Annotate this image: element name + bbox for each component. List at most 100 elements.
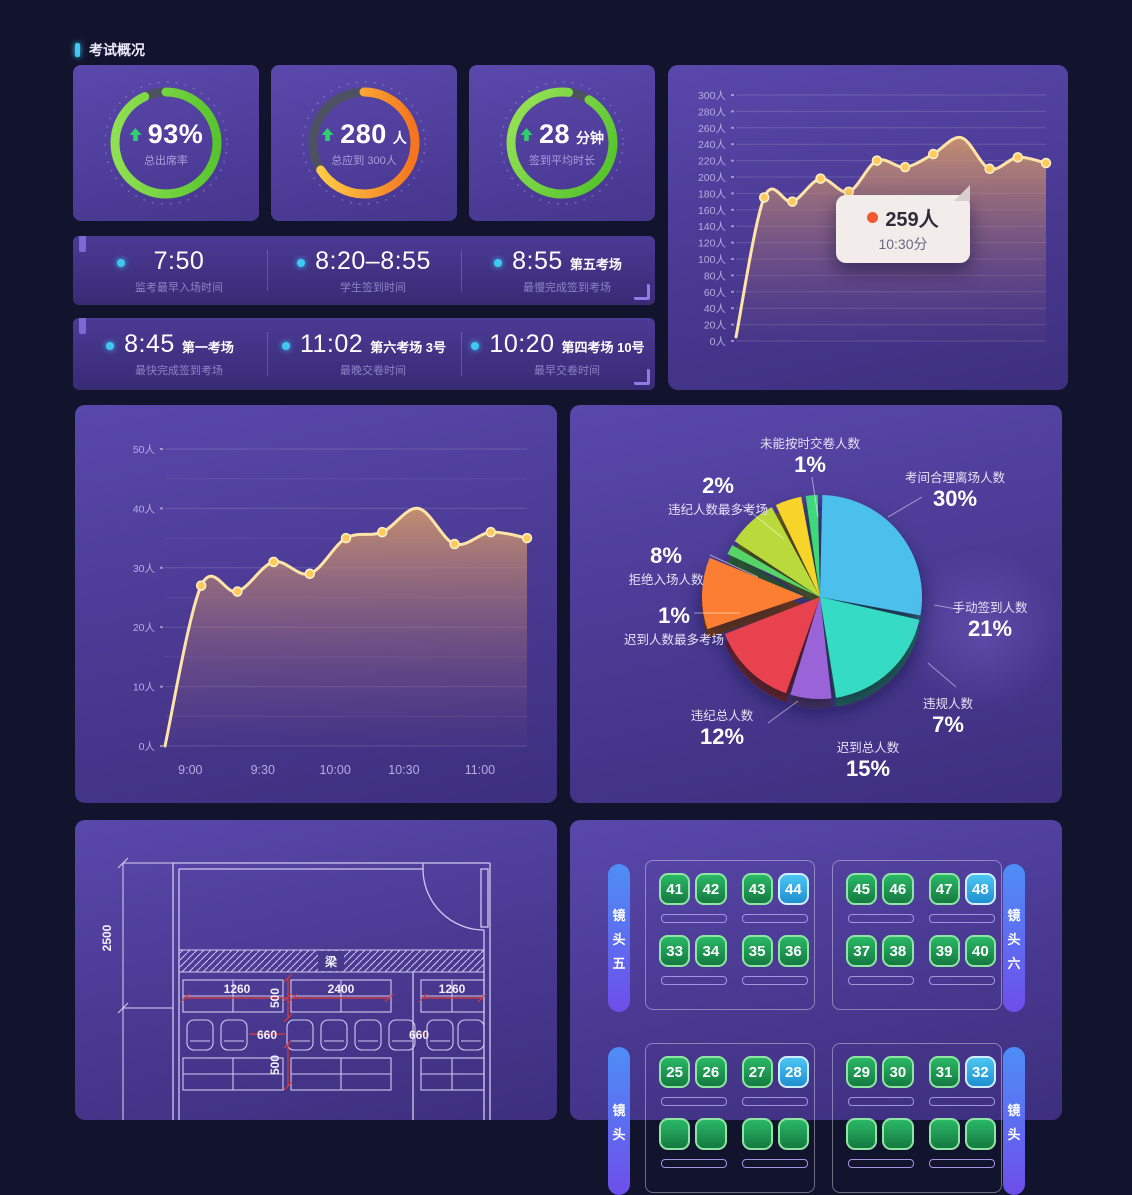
data-point[interactable] [899,161,911,173]
series-points[interactable] [195,526,533,597]
title-bullet-icon [75,43,80,57]
seat-tile[interactable]: 48 [964,873,996,905]
pie-slice[interactable] [820,597,920,698]
data-point[interactable] [984,163,995,175]
tooltip-value-line: 259人 [846,203,960,232]
seat-tile[interactable]: 38 [882,935,914,967]
tooltip-dot-icon [867,212,879,223]
gauge-unit: 分钟 [576,129,605,146]
seat-tile[interactable] [882,1118,914,1150]
seat-tile[interactable] [741,1118,773,1150]
pie-slice-name: 违纪总人数 [690,709,754,723]
arrow-up-icon [520,127,533,141]
pie-slice[interactable] [727,545,820,597]
pie-chart [694,476,963,724]
dim-center-label: 2400 [328,982,355,996]
seat-tile[interactable] [846,1118,878,1150]
seat-group: 29 30 31 32 [832,1043,1002,1193]
time-stat-label: 最快完成签到考场 [135,365,223,377]
dot-icon [494,258,503,267]
time-value: 8:20–8:55 [315,246,431,275]
gauge-card-2: 280 人总应到 300人 [271,65,457,221]
time-stat: 8:55 第五考场 最慢完成签到考场 [461,236,655,305]
data-point[interactable] [376,526,388,538]
seat-tile[interactable]: 44 [777,873,809,905]
seat-tile[interactable]: 36 [777,935,809,967]
data-point[interactable] [1040,157,1052,169]
dim-chair-left-label: 660 [257,1028,277,1042]
data-point[interactable] [758,192,770,203]
seat-tile[interactable]: 37 [846,935,878,967]
seat-tile[interactable]: 28 [777,1056,809,1088]
series-line [163,506,529,748]
pie-slice[interactable] [820,495,922,616]
data-point[interactable] [815,173,826,184]
seat-tile[interactable]: 47 [928,873,960,905]
seat-tile[interactable] [695,1118,727,1150]
desk [929,1159,995,1168]
data-point[interactable] [232,586,243,597]
x-tick-label: 9:30 [251,763,275,777]
seat-tile[interactable]: 33 [659,935,691,967]
seat-tile[interactable]: 45 [846,873,878,905]
pie-slice[interactable] [775,496,820,597]
seat-tile[interactable]: 39 [928,935,960,967]
seat-tile[interactable]: 29 [846,1056,878,1088]
time-stat: 10:20 第四考场 10号 最早交卷时间 [461,318,655,390]
seat-tile[interactable]: 35 [741,935,773,967]
svg-text:0人: 0人 [710,336,727,348]
pie-slice-pct: 1% [794,452,826,477]
svg-text:60人: 60人 [704,287,727,299]
seat-tile[interactable]: 27 [741,1056,773,1088]
pie-slice[interactable] [724,597,820,694]
time-stat-label: 最早交卷时间 [533,365,600,377]
gauge-tick-ring [302,81,426,205]
seat-tile[interactable]: 41 [659,873,691,905]
data-point[interactable] [485,526,497,538]
seat-tile[interactable]: 43 [741,873,773,905]
seat-tile[interactable]: 40 [964,935,996,967]
dimension-2500-lines [117,857,173,1120]
data-point[interactable] [928,148,939,160]
camera-label-bar: 镜头六 [1003,864,1025,1012]
seat-tile[interactable]: 31 [928,1056,960,1088]
gauge-ring [302,81,426,205]
camera-label-char: 头 [612,1126,626,1142]
x-tick-label: 10:00 [319,763,350,777]
data-point[interactable] [304,568,316,579]
tooltip-time: 10:30分 [878,236,928,252]
seat-tile[interactable] [928,1118,960,1150]
data-point[interactable] [449,538,460,550]
data-point[interactable] [268,556,279,568]
desks [182,979,485,1091]
pie-slice-label: 违纪总人数 12% [691,705,754,750]
arrow-up-icon [129,127,142,141]
series-points[interactable] [758,148,1052,207]
pie-slice[interactable] [734,507,820,597]
seat-tile[interactable]: 25 [659,1056,691,1088]
desk [929,976,995,985]
gauge-value: 280 [340,118,387,149]
seat-tile[interactable] [659,1118,691,1150]
data-point[interactable] [340,532,352,544]
pie-slice[interactable] [702,557,805,630]
data-point[interactable] [521,532,533,544]
gauge-arc [110,87,222,199]
dot-icon [281,342,290,350]
data-point[interactable] [1012,152,1024,163]
seat-tile[interactable]: 30 [882,1056,914,1088]
pie-slice-label: 手动签到人数 21% [952,597,1027,642]
pie-slice[interactable] [790,597,832,699]
seat-tile[interactable] [964,1118,996,1150]
seat-tile[interactable]: 34 [695,935,727,967]
time-suffix: 第四考场 10号 [561,340,645,355]
seat-tile[interactable]: 32 [964,1056,996,1088]
seat-tile[interactable] [777,1118,809,1150]
seat-tile[interactable]: 46 [882,873,914,905]
seat-tile[interactable]: 42 [695,873,727,905]
data-point[interactable] [871,155,883,166]
pie-slice[interactable] [805,495,820,597]
data-point[interactable] [195,580,207,591]
data-point[interactable] [787,196,798,207]
seat-tile[interactable]: 26 [695,1056,727,1088]
